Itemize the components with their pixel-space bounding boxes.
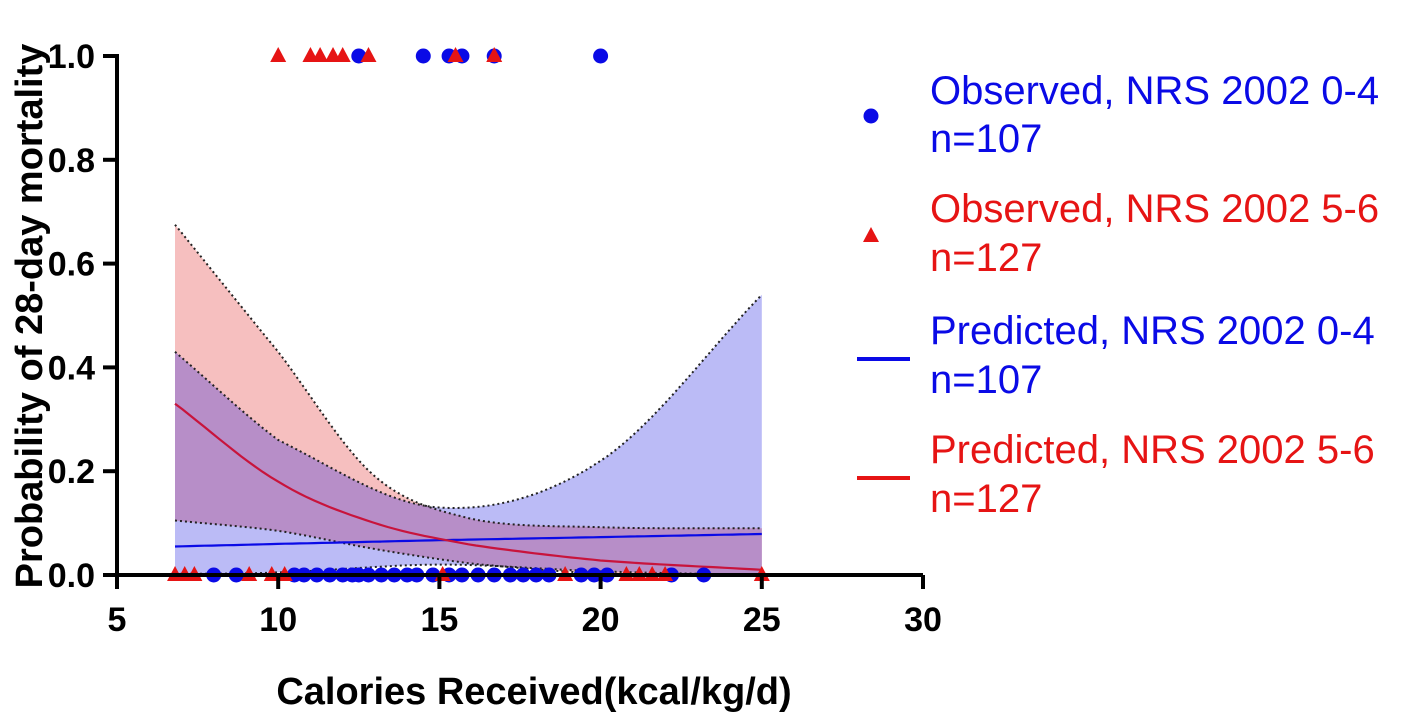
x-tick-label: 20 (582, 601, 620, 639)
predicted-line-nrs-5-6 (174, 402, 762, 571)
ci-upper-nrs-0-4 (174, 294, 763, 510)
x-axis-title: Calories Received(kcal/kg/d) (276, 671, 791, 713)
triangle-point (312, 47, 329, 62)
predicted-lines (174, 402, 762, 571)
legend-triangle-marker (863, 227, 879, 242)
circle-point (415, 48, 431, 64)
triangle-point (486, 47, 503, 62)
y-tick-label: 0.6 (48, 246, 95, 284)
x-tick-label: 10 (259, 601, 297, 639)
y-tick-label: 0.8 (48, 142, 95, 180)
y-axis-title: Probability of 28-day mortality (9, 44, 51, 589)
confidence-bands (175, 224, 762, 575)
axes (103, 54, 925, 589)
x-tick-label: 25 (743, 601, 781, 639)
tick-labels: 5 10 15 20 25 30 0.0 0.2 0.4 0.6 0.8 1.0 (48, 38, 942, 639)
y-tick-label: 0.4 (48, 349, 95, 387)
legend-n-label: n=107 (930, 358, 1042, 402)
ci-boundary-lines (174, 224, 763, 576)
x-tick-label: 5 (108, 601, 127, 639)
predicted-line-nrs-0-4 (174, 532, 762, 548)
triangle-point (360, 47, 377, 62)
legend-n-label: n=127 (930, 236, 1042, 280)
x-tick-label: 30 (904, 601, 942, 639)
x-tick-label: 15 (420, 601, 458, 639)
legend-n-label: n=107 (930, 117, 1042, 161)
legend-circle-marker (863, 108, 879, 124)
triangle-point (447, 47, 464, 62)
y-tick-label: 0.2 (48, 453, 95, 491)
legend-label: Predicted, NRS 2002 5-6 (930, 428, 1375, 472)
triangle-point (270, 47, 287, 62)
circle-point (593, 48, 609, 64)
legend-n-label: n=127 (930, 477, 1042, 521)
legend-label: Predicted, NRS 2002 0-4 (930, 309, 1375, 353)
legend-label: Observed, NRS 2002 0-4 (930, 69, 1379, 113)
ci-upper-nrs-5-6 (174, 224, 762, 530)
ci-lower-nrs-5-6 (174, 519, 762, 576)
y-tick-label: 0.0 (48, 557, 95, 595)
ci-band-overlap (175, 351, 762, 575)
y-tick-label: 1.0 (48, 38, 95, 76)
legend-label: Observed, NRS 2002 5-6 (930, 187, 1379, 231)
triangle-point (334, 47, 351, 62)
